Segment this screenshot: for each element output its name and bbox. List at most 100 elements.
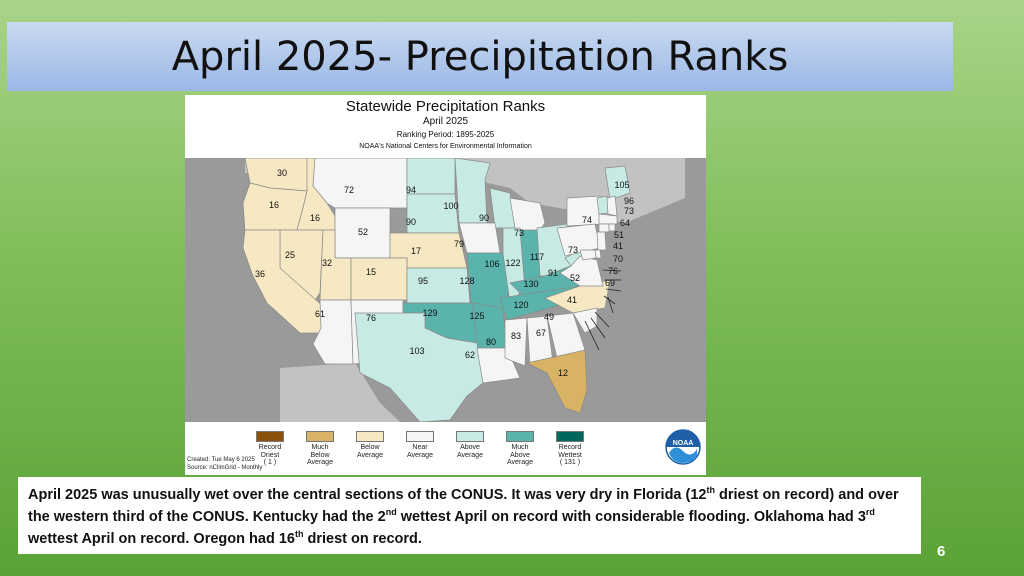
- legend-swatch: [506, 431, 534, 442]
- legend-swatch: [456, 431, 484, 442]
- rank-label-ga: 67: [536, 328, 546, 338]
- rank-label-il: 106: [484, 259, 499, 269]
- map-title: Statewide Precipitation Ranks: [345, 98, 546, 115]
- precipitation-map-panel: Statewide Precipitation Ranks April 2025…: [185, 95, 706, 475]
- rank-label-ny: 74: [582, 215, 592, 225]
- state-nj: [596, 231, 607, 251]
- map-period: April 2025: [422, 116, 469, 127]
- vt-leader-line: [602, 269, 622, 272]
- rank-label-la: 62: [465, 350, 475, 360]
- state-ca: [242, 229, 326, 334]
- legend-label: Record Wettest ( 131 ): [558, 444, 582, 466]
- us-state-map: 30 16 16 72 52 94 90 17 100 90 73 79 25 32 15 36 95 128 10…: [185, 158, 706, 422]
- caption-sup-3: rd: [865, 507, 875, 518]
- rank-label-sc: 49: [544, 312, 554, 322]
- legend-item: Much Above Average: [495, 431, 545, 467]
- legend-swatch: [556, 431, 584, 442]
- rank-label-wi: 90: [479, 213, 489, 223]
- md-leader-line: [584, 320, 600, 351]
- rank-label-in: 122: [505, 258, 520, 268]
- rank-label-mi: 73: [514, 228, 524, 238]
- legend-label: Much Below Average: [307, 444, 333, 466]
- slide-title-bar: April 2025- Precipitation Ranks: [7, 22, 953, 91]
- data-source: Source: nClimGrid - Monthly: [187, 465, 263, 471]
- state-ms: [504, 317, 528, 367]
- rank-label-mn: 100: [443, 201, 458, 211]
- legend-swatch: [256, 431, 284, 442]
- caption-text-1: April 2025 was unusually wet over the ce…: [28, 487, 707, 503]
- legend-swatch: [356, 431, 384, 442]
- rank-label-ut: 32: [322, 258, 332, 268]
- caption-text-3: wettest April on record with considerabl…: [396, 509, 866, 525]
- legend-item: Above Average: [445, 431, 495, 459]
- rank-label-nd: 94: [406, 185, 416, 195]
- rank-label-tn: 120: [513, 300, 528, 310]
- ct-leader-line: [603, 295, 616, 305]
- rank-label-md: 69: [605, 278, 615, 288]
- legend-label: Near Average: [407, 444, 433, 459]
- state-nh: [606, 195, 618, 217]
- rank-label-ma: 64: [620, 218, 630, 228]
- state-fl: [525, 349, 588, 414]
- rank-label-al: 83: [511, 331, 521, 341]
- slide-number: 6: [937, 543, 946, 560]
- rank-label-ar: 125: [469, 311, 484, 321]
- legend-item: Near Average: [395, 431, 445, 459]
- state-tx: [354, 312, 484, 422]
- rank-label-tx: 103: [409, 346, 424, 356]
- noaa-logo: NOAA: [665, 429, 701, 465]
- rank-label-nv: 25: [285, 250, 295, 260]
- rank-label-pa: 73: [568, 245, 578, 255]
- noaa-logo-text: NOAA: [673, 440, 694, 447]
- caption-text-5: driest on record.: [303, 531, 422, 547]
- slide-caption: April 2025 was unusually wet over the ce…: [18, 477, 921, 554]
- rank-label-ne: 17: [411, 246, 421, 256]
- state-vt: [596, 195, 609, 215]
- state-ct: [598, 223, 610, 233]
- de-leader-line: [590, 317, 606, 339]
- caption-sup-2: nd: [385, 507, 397, 518]
- rank-label-oh: 117: [530, 252, 544, 262]
- rank-label-ct: 51: [614, 230, 624, 240]
- rank-label-nj: 70: [613, 254, 623, 264]
- rank-label-co: 15: [366, 267, 376, 277]
- state-me: [604, 165, 631, 201]
- rank-label-vt: 96: [624, 196, 634, 206]
- legend-label: Below Average: [357, 444, 383, 459]
- rank-label-ky: 130: [523, 279, 538, 289]
- rank-label-mo: 128: [459, 276, 474, 286]
- created-date: Created: Tue May 6 2025: [187, 457, 255, 463]
- caption-text-2: driest on record) and over the western t…: [28, 487, 899, 525]
- map-legend: Record Driest ( 1 ) Much Below Average Bel…: [245, 431, 625, 471]
- state-sd: [406, 193, 460, 234]
- rank-label-id: 16: [310, 213, 320, 223]
- rank-label-nm: 76: [366, 313, 376, 323]
- ri-leader-line: [607, 296, 614, 314]
- caption-sup-1: th: [706, 485, 715, 496]
- map-ranking-period: Ranking Period: 1895-2025: [396, 130, 495, 139]
- rank-label-fl: 12: [558, 368, 568, 378]
- ma-leader-line: [605, 288, 622, 292]
- rank-label-wy: 52: [358, 227, 368, 237]
- slide-title: April 2025- Precipitation Ranks: [171, 33, 789, 80]
- northeast-leader-lines: [584, 269, 622, 351]
- rank-label-ks: 95: [418, 276, 428, 286]
- state-md: [579, 249, 597, 261]
- state-nc: [544, 279, 611, 314]
- rank-label-me: 105: [614, 180, 629, 190]
- state-ri: [608, 223, 616, 232]
- rank-label-nc: 41: [567, 295, 577, 305]
- rank-label-ca: 36: [255, 269, 265, 279]
- nj-leader-line: [594, 311, 610, 328]
- map-source: NOAA's National Centers for Environmenta…: [359, 143, 532, 150]
- rank-label-va: 52: [570, 273, 580, 283]
- state-mn: [454, 158, 491, 224]
- state-co: [350, 257, 408, 301]
- rank-label-mt: 72: [344, 185, 354, 195]
- legend-swatch: [306, 431, 334, 442]
- mexico-region: [280, 363, 400, 422]
- legend-label: Record Driest ( 1 ): [258, 444, 282, 466]
- rank-label-nh: 73: [624, 206, 634, 216]
- legend-label: Much Above Average: [507, 444, 533, 466]
- rank-label-az: 61: [315, 309, 325, 319]
